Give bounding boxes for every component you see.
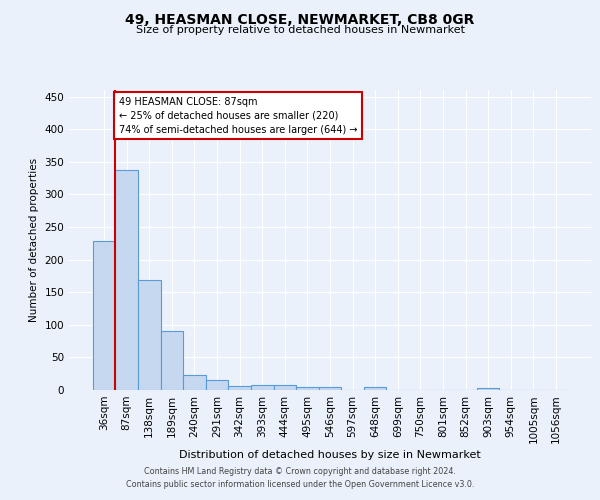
Bar xyxy=(93,242,115,390)
Bar xyxy=(274,385,296,390)
Bar xyxy=(251,385,274,390)
Bar xyxy=(229,386,251,390)
Bar xyxy=(206,380,229,390)
Text: 49, HEASMAN CLOSE, NEWMARKET, CB8 0GR: 49, HEASMAN CLOSE, NEWMARKET, CB8 0GR xyxy=(125,12,475,26)
Bar xyxy=(161,332,183,390)
Text: 49 HEASMAN CLOSE: 87sqm
← 25% of detached houses are smaller (220)
74% of semi-d: 49 HEASMAN CLOSE: 87sqm ← 25% of detache… xyxy=(119,96,357,134)
Bar xyxy=(477,388,499,390)
Bar xyxy=(364,386,386,390)
Bar xyxy=(183,375,206,390)
Text: Size of property relative to detached houses in Newmarket: Size of property relative to detached ho… xyxy=(136,25,464,35)
Text: Contains HM Land Registry data © Crown copyright and database right 2024.
Contai: Contains HM Land Registry data © Crown c… xyxy=(126,467,474,489)
Y-axis label: Number of detached properties: Number of detached properties xyxy=(29,158,39,322)
Bar xyxy=(115,170,138,390)
Bar xyxy=(319,388,341,390)
Bar xyxy=(138,280,161,390)
X-axis label: Distribution of detached houses by size in Newmarket: Distribution of detached houses by size … xyxy=(179,450,481,460)
Bar xyxy=(296,388,319,390)
